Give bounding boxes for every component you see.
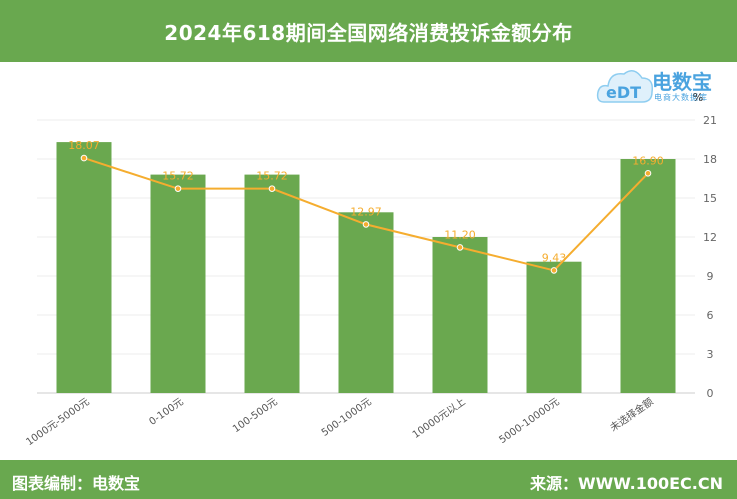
bar <box>56 142 112 393</box>
y-tick-label: 12 <box>703 231 717 244</box>
y-tick-label: 0 <box>707 387 714 400</box>
bar <box>620 159 676 393</box>
bar <box>244 174 300 393</box>
line-point <box>550 267 558 274</box>
data-label: 18.07 <box>68 139 100 152</box>
x-tick-label: 100-500元 <box>231 396 280 435</box>
logo: eDT 电数宝 电商大数据库 <box>596 62 736 110</box>
line-point <box>174 185 182 192</box>
y-tick-label: 6 <box>707 309 714 322</box>
data-label: 15.72 <box>162 170 194 183</box>
y-axis-unit: % <box>693 91 703 104</box>
x-tick-label: 未选择金额 <box>607 395 655 434</box>
data-label: 12.97 <box>350 205 382 218</box>
logo-brand: 电数宝 <box>652 70 712 94</box>
y-tick-label: 9 <box>707 270 714 283</box>
data-label: 15.72 <box>256 170 288 183</box>
bar <box>526 261 582 393</box>
footer-credit: 图表编制：电数宝 <box>12 474 141 493</box>
data-label: 16.90 <box>632 154 664 167</box>
line-point <box>362 221 370 228</box>
line-point <box>644 170 652 177</box>
x-tick-label: 1000元-5000元 <box>24 396 91 448</box>
footer-source: 来源：WWW.100EC.CN <box>529 474 723 493</box>
logo-mark: eDT <box>606 83 641 102</box>
logo-subtitle: 电商大数据库 <box>654 93 708 102</box>
footer: 图表编制：电数宝 来源：WWW.100EC.CN <box>0 460 737 499</box>
chart-title: 2024年618期间全国网络消费投诉金额分布 <box>0 0 737 62</box>
data-label: 9.43 <box>542 251 567 264</box>
line-point <box>80 154 88 162</box>
x-tick-label: 500-1000元 <box>320 396 374 438</box>
line-point <box>456 244 464 251</box>
bar <box>338 212 394 393</box>
cloud-logo-icon: eDT <box>596 70 654 103</box>
bar <box>432 237 488 393</box>
data-label: 11.20 <box>444 228 476 241</box>
y-tick-label: 15 <box>703 192 717 205</box>
line-point <box>268 185 276 192</box>
y-tick-label: 21 <box>703 114 717 127</box>
x-tick-label: 10000元以上 <box>410 396 468 441</box>
x-tick-label: 5000-10000元 <box>497 396 561 446</box>
y-tick-label: 3 <box>707 348 714 361</box>
x-tick-label: 0-100元 <box>147 396 185 427</box>
y-tick-label: 18 <box>703 153 717 166</box>
bar <box>150 174 206 393</box>
